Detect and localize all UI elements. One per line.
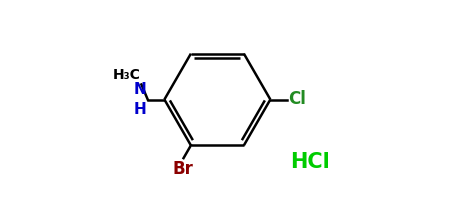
Text: H₃C: H₃C [112,67,140,82]
Text: N: N [134,82,147,97]
Text: H: H [134,102,147,117]
Text: HCl: HCl [290,152,329,172]
Text: Cl: Cl [288,91,306,108]
Text: Br: Br [172,160,193,178]
